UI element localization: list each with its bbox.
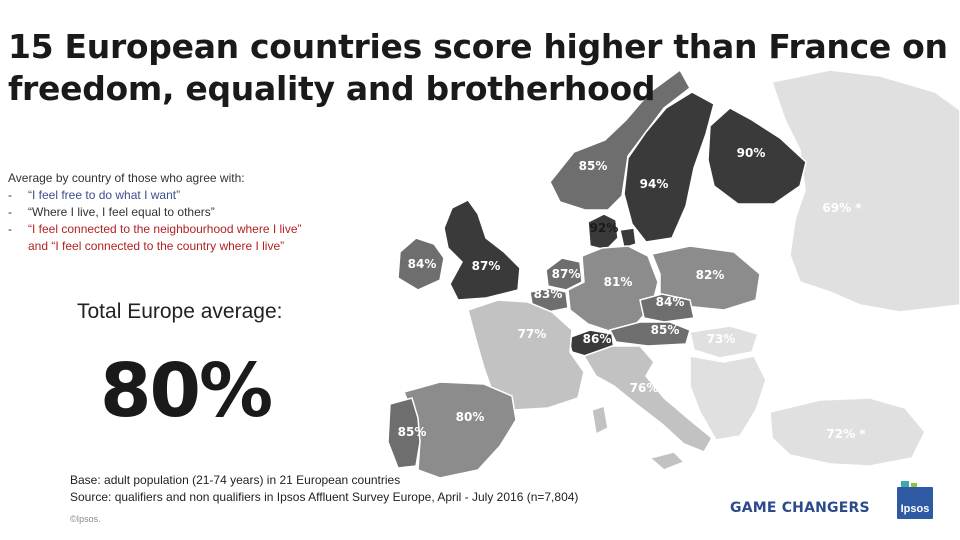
country-austria <box>608 321 691 347</box>
label-italy: 76% <box>630 381 659 395</box>
label-switzerland: 86% <box>583 332 612 346</box>
page-title: 15 European countries score higher than … <box>8 26 948 110</box>
country-norway <box>549 68 691 211</box>
ipsos-logo: Ipsos <box>897 481 933 519</box>
base-line: Base: adult population (21-74 years) in … <box>70 473 401 487</box>
label-turkey: 72% * <box>826 427 866 441</box>
country-germany <box>567 245 659 333</box>
label-ireland: 84% <box>408 257 437 271</box>
label-uk: 87% <box>472 259 501 273</box>
country-netherlands <box>545 257 583 291</box>
country-uk <box>443 199 521 301</box>
label-belgium: 83% <box>534 287 563 301</box>
copyright: ©Ipsos. <box>70 514 101 524</box>
region-balkans <box>689 355 767 441</box>
country-denmark <box>587 213 619 251</box>
label-portugal: 85% <box>398 425 427 439</box>
label-spain: 80% <box>456 410 485 424</box>
intro-item-connected-cont: and “I feel connected to the country whe… <box>28 239 285 253</box>
country-sweden <box>623 91 715 243</box>
title-line-2: freedom, equality and brotherhood <box>8 69 656 108</box>
intro-heading: Average by country of those who agree wi… <box>8 171 245 185</box>
label-france: 77% <box>518 327 547 341</box>
label-germany: 81% <box>604 275 633 289</box>
intro-item-free: “I feel free to do what I want” <box>8 187 388 204</box>
label-finland: 90% <box>737 146 766 160</box>
intro-item-connected: “I feel connected to the neighbourhood w… <box>8 221 388 238</box>
base-note: Base: adult population (21-74 years) in … <box>70 472 578 506</box>
country-czech <box>639 293 695 323</box>
average-value: 80% <box>100 348 273 434</box>
country-finland <box>707 107 807 205</box>
label-denmark: 92% <box>590 221 619 235</box>
intro-text: Average by country of those who agree wi… <box>8 170 388 255</box>
label-netherlands: 87% <box>552 267 581 281</box>
country-portugal <box>387 397 421 469</box>
country-france <box>467 299 585 411</box>
country-ireland <box>397 237 445 291</box>
country-italy-sicily <box>648 451 686 471</box>
label-norway: 85% <box>579 159 608 173</box>
label-hungary: 73% <box>707 332 736 346</box>
country-denmark-islands <box>619 227 637 249</box>
label-czech: 84% <box>656 295 685 309</box>
title-line-1: 15 European countries score higher than … <box>8 27 948 66</box>
source-line: Source: qualifiers and non qualifiers in… <box>70 490 579 504</box>
intro-item-equal: “Where I live, I feel equal to others” <box>8 204 388 221</box>
country-italy <box>582 345 713 453</box>
country-hungary <box>689 325 759 359</box>
country-italy-sardinia <box>591 405 609 436</box>
label-poland: 82% <box>696 268 725 282</box>
label-sweden: 94% <box>640 177 669 191</box>
label-russia: 69% * <box>822 201 862 215</box>
game-changers-brand: GAME CHANGERS <box>730 500 870 516</box>
country-turkey <box>769 397 926 467</box>
label-austria: 85% <box>651 323 680 337</box>
average-label: Total Europe average: <box>77 300 283 323</box>
intro-list: “I feel free to do what I want” “Where I… <box>8 187 388 255</box>
country-poland <box>650 245 761 311</box>
